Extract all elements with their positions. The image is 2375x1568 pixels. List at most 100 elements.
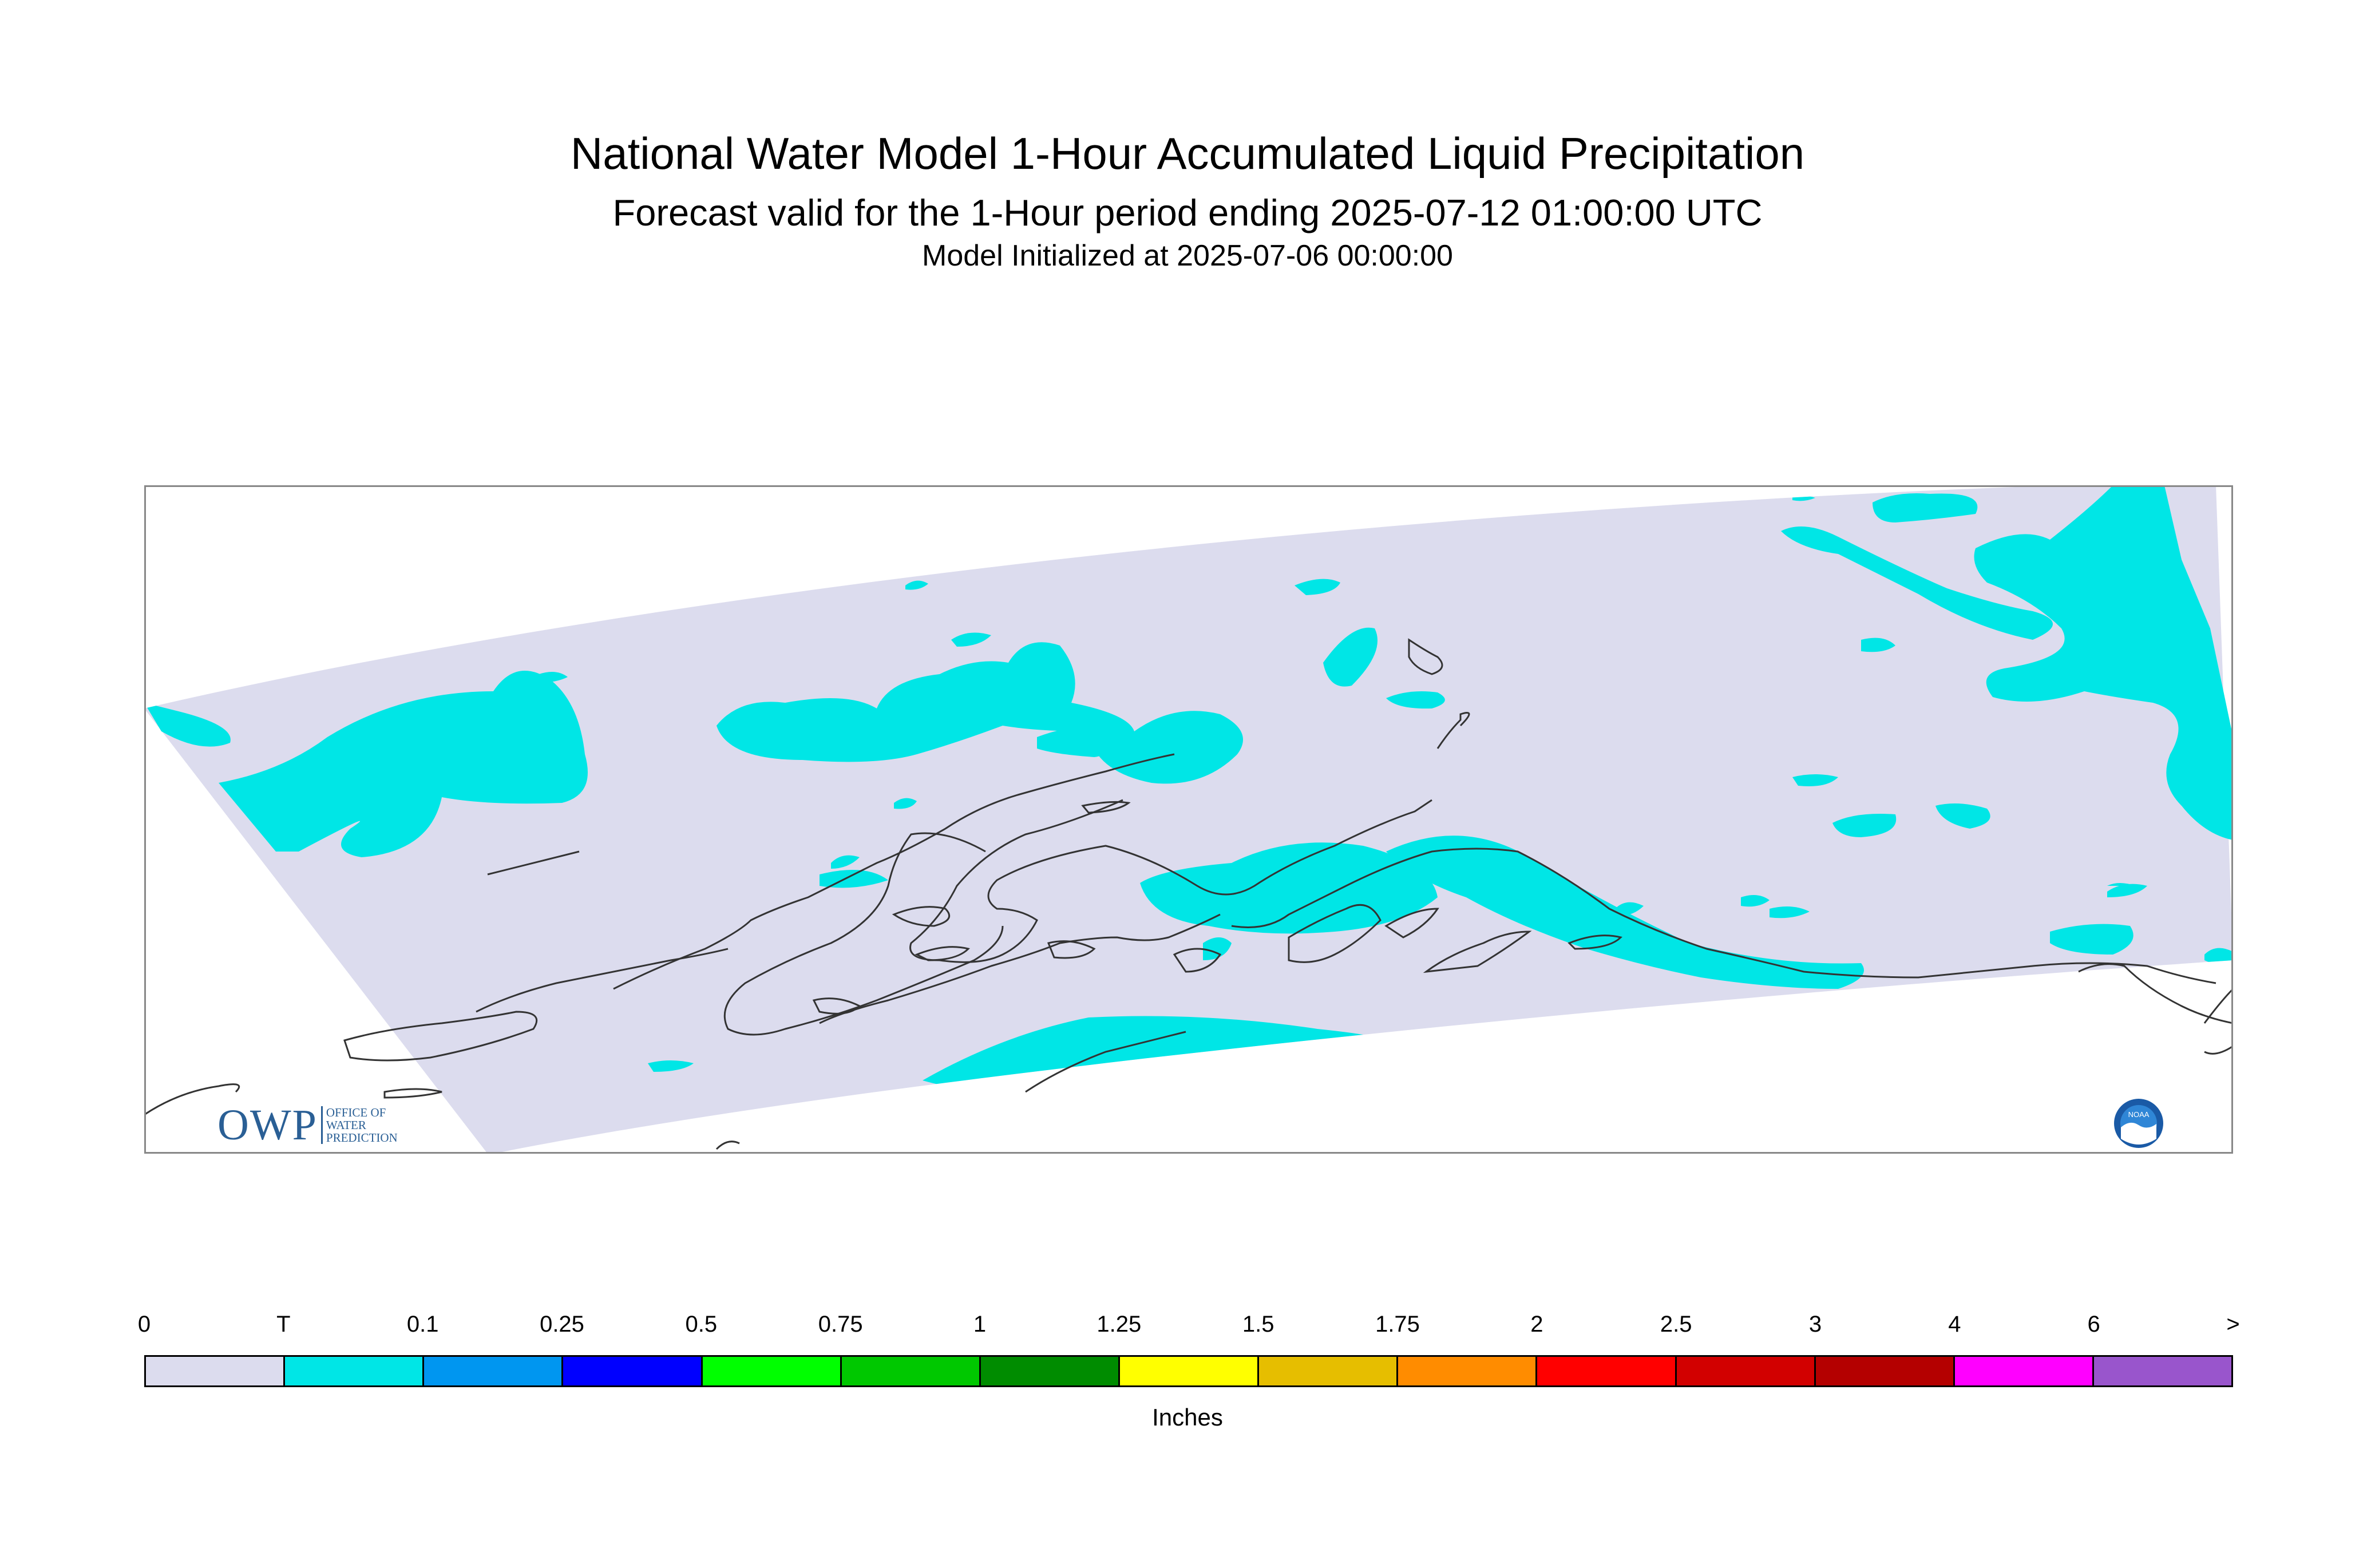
coastline (819, 913, 1221, 1024)
legend-tick-label: 2 (1530, 1312, 1543, 1337)
precip-area (1781, 526, 2053, 640)
precip-area (219, 671, 588, 857)
legend-units: Inches (1152, 1404, 1223, 1431)
coastline (1173, 948, 1222, 973)
coastline (1436, 712, 1470, 749)
precip-area (2107, 883, 2136, 886)
owp-logo: OWP Office of Water Prediction (217, 1102, 398, 1148)
legend-tick-label: 0.25 (540, 1312, 584, 1337)
map-title: National Water Model 1-Hour Accumulated … (570, 128, 1805, 179)
precip-area (1861, 638, 1895, 652)
legend-color-cell (980, 1357, 1120, 1385)
coastline (1231, 848, 2216, 984)
precip-area (1792, 774, 1838, 786)
precip-area (894, 798, 917, 809)
precip-area (1615, 902, 1644, 916)
legend-tick-label: 4 (1948, 1312, 1961, 1337)
legend-tick-label: > (2226, 1312, 2240, 1337)
coastline (1423, 930, 1532, 973)
owp-logo-mark: OWP (217, 1101, 318, 1149)
precip-area (2107, 884, 2147, 897)
legend-color-cell (1259, 1357, 1399, 1385)
coastline (1081, 801, 1131, 814)
coastline (892, 906, 951, 927)
coastline (1288, 904, 1382, 963)
coastline (2203, 987, 2233, 1055)
legend-tick-label: 2.5 (1660, 1312, 1692, 1337)
legend-color-cell (841, 1357, 981, 1385)
precip-area (1323, 627, 1378, 687)
coastline (487, 850, 580, 876)
precip-area (1832, 814, 1897, 837)
coastline (476, 948, 729, 1013)
precip-area (144, 703, 231, 747)
coastline (812, 997, 861, 1015)
precip-area (2204, 948, 2233, 964)
legend-tick-label: 3 (1808, 1312, 1822, 1337)
coastline (723, 832, 1004, 1036)
precip-area (2050, 924, 2133, 955)
map-panel: OWP Office of Water Prediction NOAA (144, 485, 2233, 1154)
coastline (1025, 1031, 1186, 1093)
legend-tick-label: 0.5 (685, 1312, 718, 1337)
legend-color-cell (1537, 1357, 1677, 1385)
legend-tick-label: T (276, 1312, 291, 1337)
precip-area (1770, 906, 1810, 918)
color-legend: 0 T 0.1 0.25 0.5 0.75 1 1.25 1.5 1.75 2 2.5 3 4 6 > (138, 1310, 2240, 1391)
legend-tick-label: 1 (973, 1312, 987, 1337)
precip-area (539, 672, 568, 683)
precip-area (1935, 803, 1990, 829)
precip-area (1386, 691, 1445, 709)
legend-color-cell (1954, 1357, 2094, 1385)
precip-area (1974, 485, 2233, 840)
precip-area (648, 1060, 694, 1072)
coastline (1568, 935, 1622, 950)
precip-area (1140, 842, 1438, 934)
legend-tick-label: 0.75 (818, 1312, 863, 1337)
legend-color-cell (1398, 1357, 1538, 1385)
legend-color-cell (1119, 1357, 1260, 1385)
legend-color-cell (563, 1357, 703, 1385)
coastline (909, 799, 1432, 963)
legend-color-cell (285, 1357, 425, 1385)
owp-logo-line: Water (326, 1118, 366, 1132)
precip-area (1203, 937, 1232, 960)
coastline (1384, 908, 1439, 939)
precip-areas (144, 485, 2233, 1094)
legend-color-cell (424, 1357, 564, 1385)
precip-area (1037, 727, 1113, 757)
noaa-logo: NOAA (2114, 1099, 2163, 1148)
precip-area (951, 632, 991, 647)
noaa-logo-bird (2121, 1122, 2156, 1145)
legend-color-cell (1815, 1357, 1955, 1385)
coastline (1408, 638, 1443, 675)
model-init-subtitle: Model Initialized at 2025-07-06 00:00:00 (922, 239, 1453, 272)
precipitation-map (144, 485, 2233, 1154)
legend-tick-label: 6 (2087, 1312, 2100, 1337)
forecast-valid-subtitle: Forecast valid for the 1-Hour period end… (612, 192, 1763, 233)
precip-area (1873, 493, 1978, 522)
coastlines (144, 638, 2233, 1150)
coastline (915, 946, 970, 961)
precip-area (717, 642, 1243, 784)
precip-area (831, 855, 860, 869)
coastline (383, 1088, 442, 1099)
legend-tick-label: 0.1 (406, 1312, 439, 1337)
legend-tick-label: 0 (137, 1312, 151, 1337)
owp-logo-line: Office of (326, 1106, 386, 1119)
coastline (2078, 963, 2233, 1024)
coastline (715, 1141, 740, 1150)
coastline (343, 1011, 538, 1062)
legend-color-cell (146, 1357, 286, 1385)
coastline (144, 1083, 240, 1116)
noaa-logo-text: NOAA (2128, 1110, 2150, 1119)
legend-tick-label: 1.5 (1242, 1312, 1274, 1337)
coastline (1047, 940, 1096, 959)
legend-color-cell (1676, 1357, 1816, 1385)
precip-area (1295, 579, 1340, 595)
legend-color-cell (2093, 1357, 2232, 1385)
coastline (613, 753, 1175, 990)
model-domain (144, 485, 2233, 1154)
map-border (144, 485, 2233, 1154)
legend-color-cell (702, 1357, 842, 1385)
